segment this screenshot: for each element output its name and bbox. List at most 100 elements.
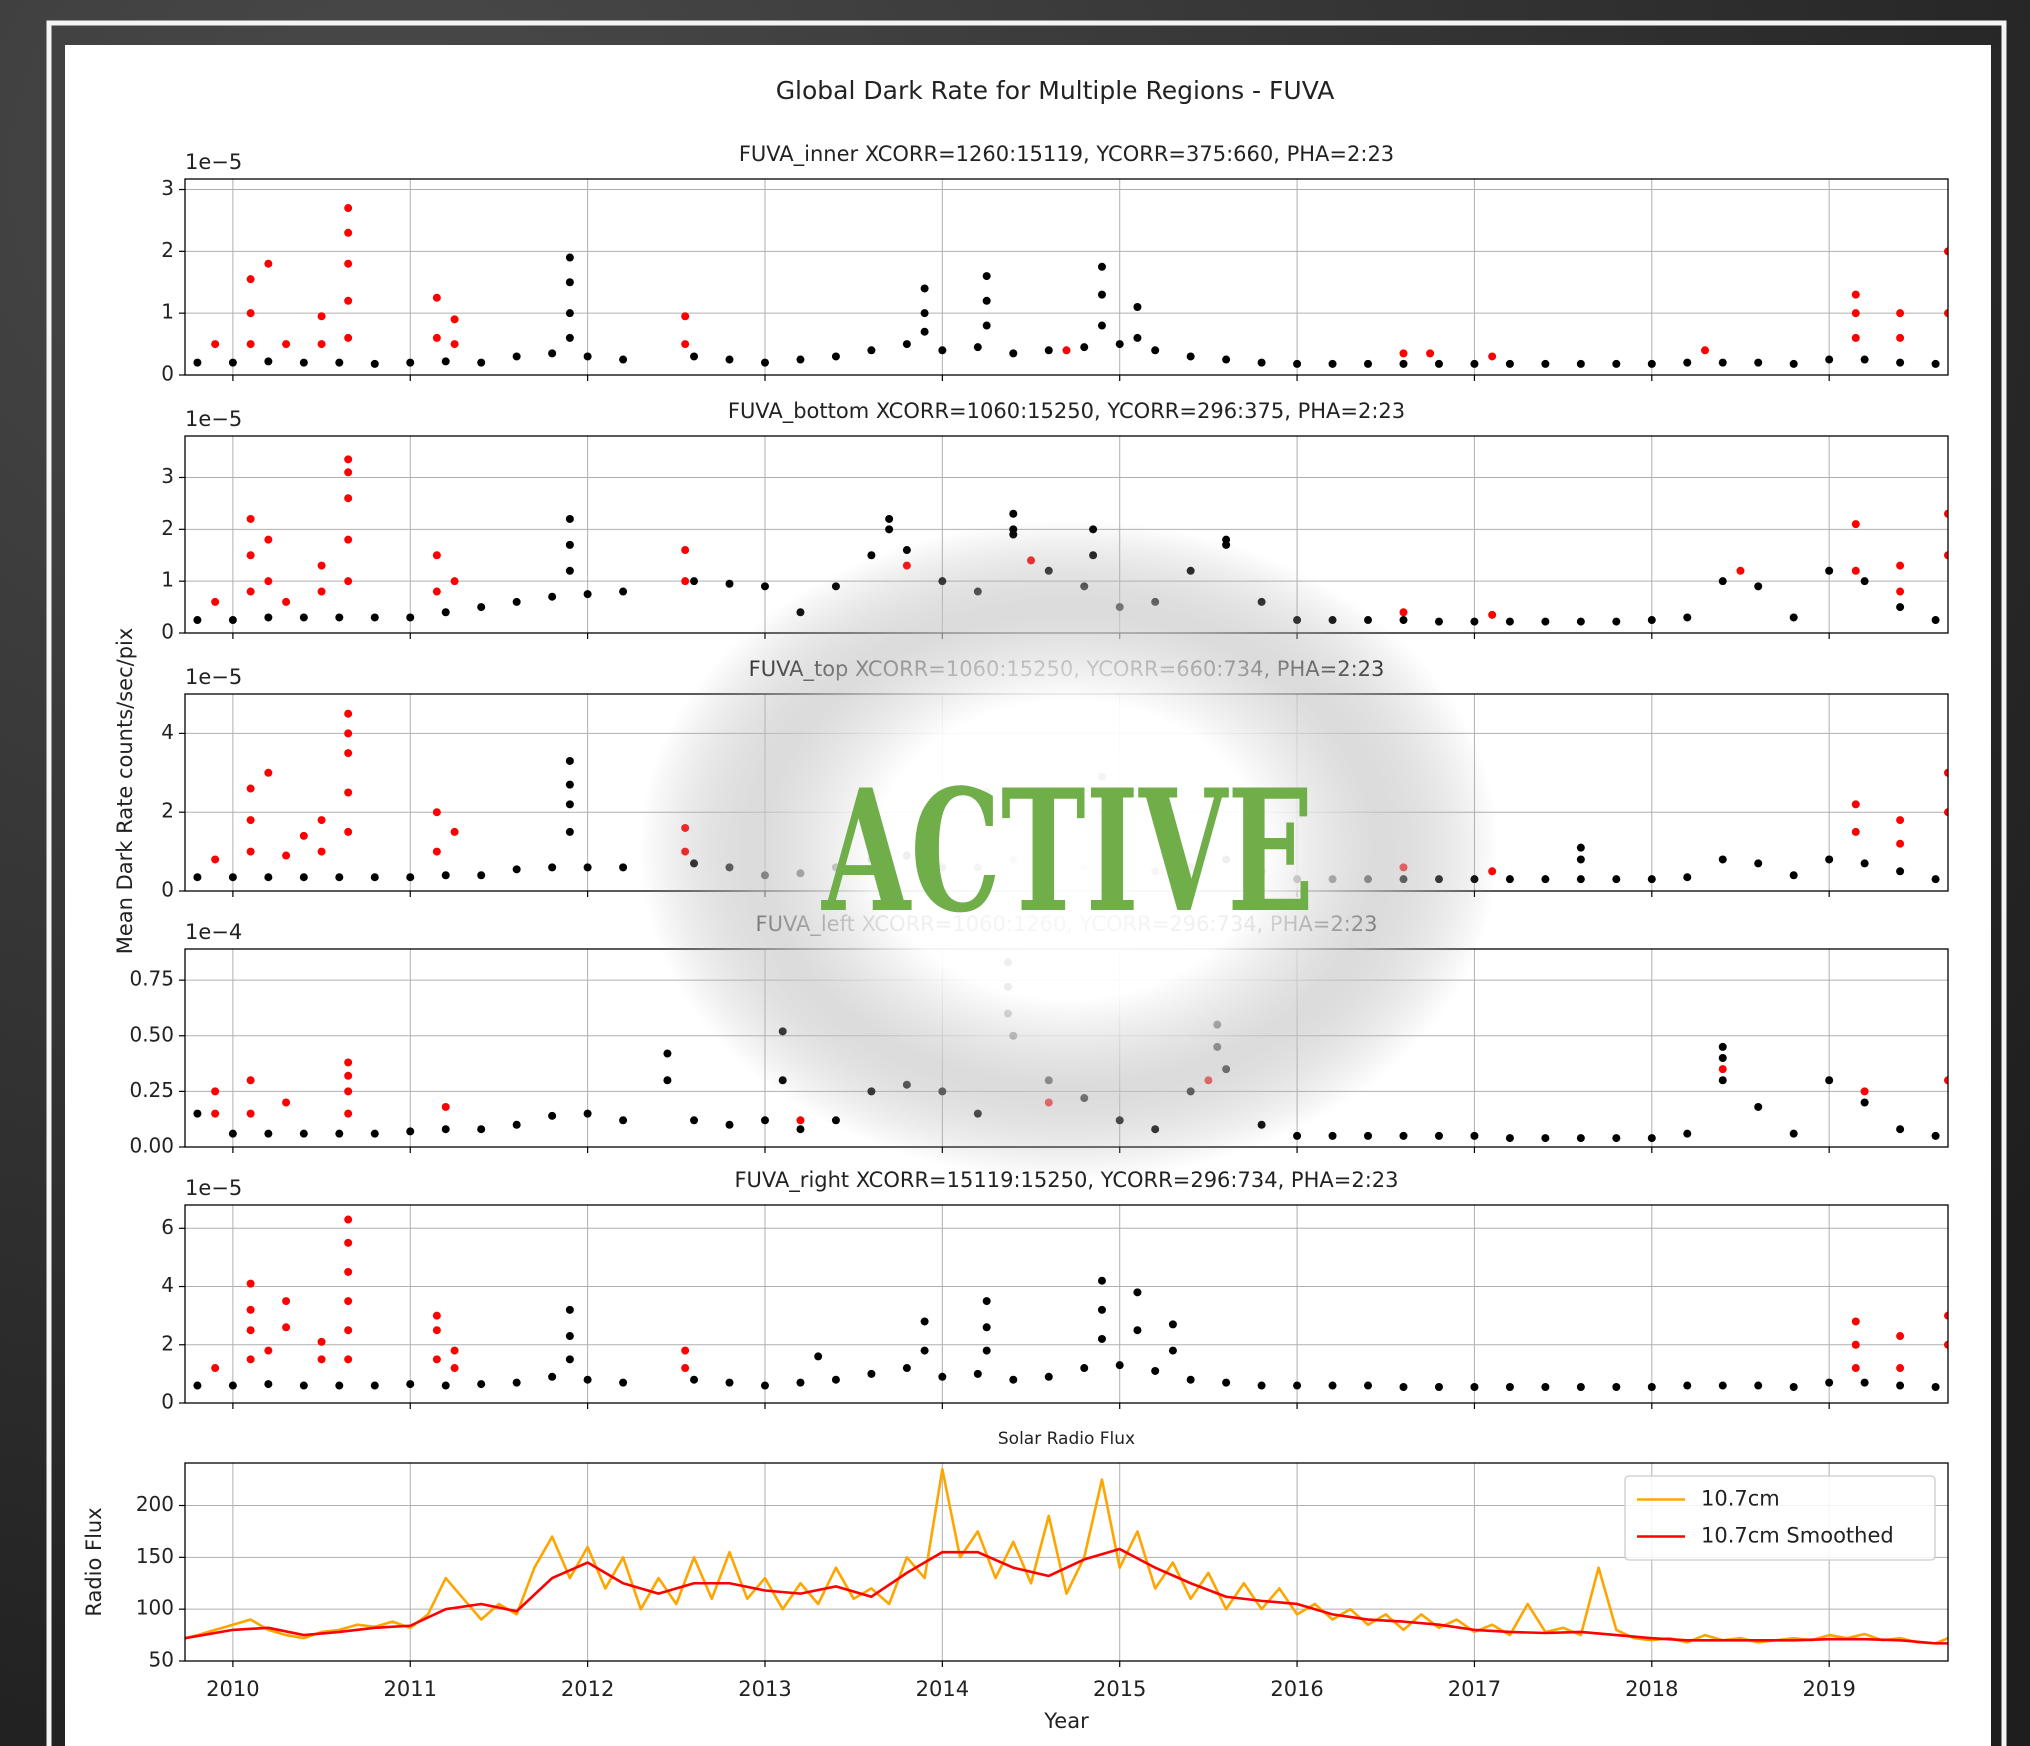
x-tick-label: 2019 bbox=[1802, 1677, 1855, 1701]
data-point bbox=[1861, 859, 1869, 867]
data-point bbox=[1896, 334, 1904, 342]
data-point bbox=[619, 863, 627, 871]
data-point bbox=[1329, 1132, 1337, 1140]
data-point bbox=[1426, 349, 1434, 357]
y-tick-label: 0.50 bbox=[129, 1022, 174, 1046]
data-point bbox=[318, 588, 326, 596]
data-point bbox=[1790, 1130, 1798, 1138]
data-point bbox=[1852, 520, 1860, 528]
data-point bbox=[344, 577, 352, 585]
data-point bbox=[1435, 1132, 1443, 1140]
data-point bbox=[1098, 1335, 1106, 1343]
data-point bbox=[1080, 343, 1088, 351]
data-point bbox=[1896, 1332, 1904, 1340]
data-point bbox=[681, 340, 689, 348]
data-point bbox=[566, 567, 574, 575]
data-point bbox=[193, 873, 201, 881]
data-point bbox=[442, 1382, 450, 1390]
data-point bbox=[566, 1355, 574, 1363]
data-point bbox=[1080, 1364, 1088, 1372]
data-point bbox=[796, 1116, 804, 1124]
x-tick-label: 2011 bbox=[384, 1677, 437, 1701]
data-point bbox=[442, 357, 450, 365]
data-point bbox=[1896, 1125, 1904, 1133]
data-point bbox=[344, 494, 352, 502]
data-point bbox=[477, 1125, 485, 1133]
data-point bbox=[1852, 1341, 1860, 1349]
data-point bbox=[1151, 1367, 1159, 1375]
data-point bbox=[566, 1306, 574, 1314]
data-point bbox=[1329, 1382, 1337, 1390]
data-point bbox=[921, 328, 929, 336]
data-point bbox=[1896, 603, 1904, 611]
y-tick-label: 3 bbox=[161, 464, 174, 488]
data-point bbox=[1719, 359, 1727, 367]
overlay-badge: ACTIVE bbox=[821, 752, 1314, 950]
data-point bbox=[1852, 567, 1860, 575]
data-point bbox=[885, 525, 893, 533]
y-axis-label: Radio Flux bbox=[82, 1507, 106, 1616]
data-point bbox=[548, 1373, 556, 1381]
data-point bbox=[264, 613, 272, 621]
data-point bbox=[344, 1326, 352, 1334]
y-tick-label: 150 bbox=[136, 1544, 174, 1568]
data-point bbox=[513, 1121, 521, 1129]
data-point bbox=[282, 1099, 290, 1107]
data-point bbox=[584, 590, 592, 598]
data-point bbox=[1009, 510, 1017, 518]
data-point bbox=[344, 297, 352, 305]
y-tick-label: 2 bbox=[161, 799, 174, 823]
data-point bbox=[433, 588, 441, 596]
data-point bbox=[406, 359, 414, 367]
data-point bbox=[344, 729, 352, 737]
data-point bbox=[1701, 346, 1709, 354]
data-point bbox=[1825, 567, 1833, 575]
data-point bbox=[211, 598, 219, 606]
data-point bbox=[1648, 616, 1656, 624]
data-point bbox=[318, 1338, 326, 1346]
data-point bbox=[344, 749, 352, 757]
data-point bbox=[1116, 1361, 1124, 1369]
data-point bbox=[1612, 875, 1620, 883]
y-tick-label: 1 bbox=[161, 300, 174, 324]
data-point bbox=[300, 873, 308, 881]
data-point bbox=[344, 1268, 352, 1276]
data-point bbox=[193, 359, 201, 367]
data-point bbox=[1852, 1364, 1860, 1372]
data-point bbox=[264, 260, 272, 268]
data-point bbox=[229, 359, 237, 367]
data-point bbox=[983, 272, 991, 280]
data-point bbox=[726, 580, 734, 588]
data-point bbox=[1861, 1099, 1869, 1107]
data-point bbox=[300, 1130, 308, 1138]
data-point bbox=[282, 598, 290, 606]
data-point bbox=[681, 312, 689, 320]
data-point bbox=[433, 848, 441, 856]
data-point bbox=[433, 551, 441, 559]
data-point bbox=[193, 1110, 201, 1118]
data-point bbox=[1364, 360, 1372, 368]
data-point bbox=[663, 1050, 671, 1058]
data-point bbox=[1790, 360, 1798, 368]
data-point bbox=[690, 352, 698, 360]
data-point bbox=[1506, 1134, 1514, 1142]
x-tick-label: 2017 bbox=[1448, 1677, 1501, 1701]
data-point bbox=[566, 278, 574, 286]
data-point bbox=[247, 1110, 255, 1118]
data-point bbox=[1435, 618, 1443, 626]
data-point bbox=[1399, 360, 1407, 368]
data-point bbox=[1896, 867, 1904, 875]
data-point bbox=[477, 603, 485, 611]
x-tick-label: 2012 bbox=[561, 1677, 614, 1701]
data-point bbox=[477, 359, 485, 367]
data-point bbox=[983, 1323, 991, 1331]
data-point bbox=[335, 1130, 343, 1138]
data-point bbox=[513, 598, 521, 606]
subplot-title: FUVA_bottom XCORR=1060:15250, YCORR=296:… bbox=[728, 399, 1405, 424]
data-point bbox=[1098, 263, 1106, 271]
data-point bbox=[247, 275, 255, 283]
axis-scale-label: 1e−5 bbox=[185, 1176, 242, 1200]
data-point bbox=[566, 515, 574, 523]
data-point bbox=[1825, 356, 1833, 364]
data-point bbox=[1719, 1043, 1727, 1051]
